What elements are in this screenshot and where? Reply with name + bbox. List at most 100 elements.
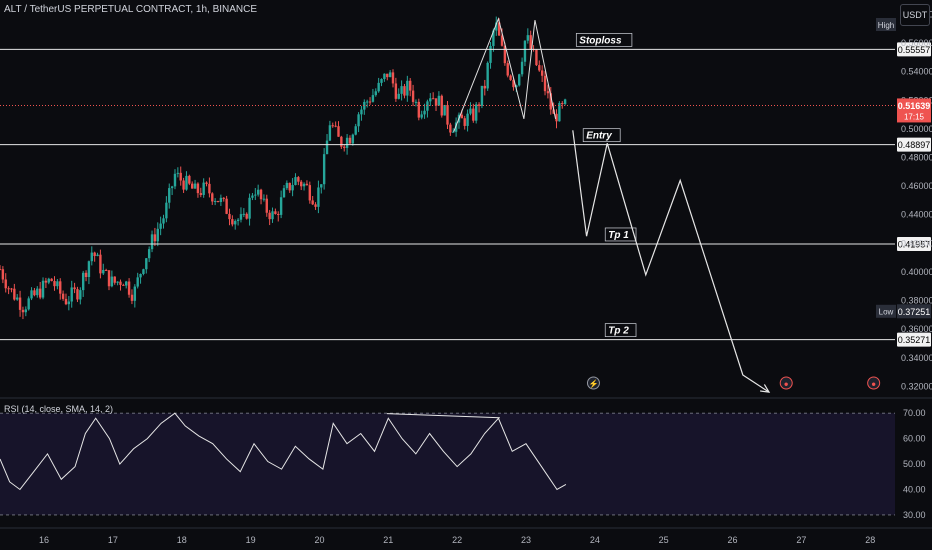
candle-body [190, 183, 194, 189]
candle-body [193, 183, 197, 189]
time-tick-label: 26 [728, 535, 738, 545]
flag-event-icon-glyph: ● [871, 380, 876, 389]
candle-body [53, 281, 56, 287]
rsi-pane [0, 397, 932, 516]
price-tick-label: 0.32000 [901, 381, 932, 391]
axis-tag-tp2: 0.35271 [897, 332, 931, 347]
candle-body [443, 105, 446, 116]
price-tick-label: 0.36000 [901, 324, 932, 334]
level-label-text: Entry [586, 131, 612, 142]
candle-body [130, 294, 134, 301]
candle-body [96, 254, 99, 257]
candle-body [477, 104, 481, 106]
candle-body [426, 101, 429, 111]
rsi-tick-label: 50.00 [903, 459, 926, 469]
candle-body [434, 98, 438, 106]
candle-body [348, 137, 352, 144]
low-value-box [897, 304, 931, 319]
level-label-box [604, 323, 637, 337]
candle-body [343, 146, 346, 148]
rsi-tick-label: 60.00 [903, 434, 926, 444]
candle-body [90, 252, 93, 262]
candle-body [170, 186, 174, 189]
candle-body [480, 85, 484, 106]
flag-event-icon: ● [779, 376, 793, 390]
candle-body [188, 175, 191, 184]
candle-body [526, 35, 530, 41]
candle-body [165, 202, 168, 219]
candle-body [84, 272, 88, 277]
candle-body [460, 114, 464, 119]
projection-arrowhead [760, 384, 771, 393]
currency-button[interactable]: USDT [900, 4, 930, 26]
candle-body [1, 269, 5, 280]
candle-body [512, 79, 515, 88]
candle-body [351, 134, 355, 144]
price-tick-label: 0.44000 [901, 210, 932, 220]
candle-body [127, 281, 131, 295]
candle-body [431, 98, 435, 100]
candle-body [242, 213, 246, 215]
candle-body [452, 131, 455, 133]
countdown-value: 17:15 [904, 112, 925, 121]
candle-body [322, 154, 326, 185]
candle-body [518, 74, 521, 86]
candle-body [162, 218, 165, 224]
price-tick-label: 0.42000 [901, 238, 932, 248]
candle-body [47, 278, 50, 283]
candle-body [61, 293, 65, 299]
current-price-value: 0.51639 [898, 101, 931, 111]
candle-body [147, 249, 151, 259]
candle-body [173, 173, 177, 187]
candle-body [543, 75, 547, 92]
candle-body [383, 73, 386, 80]
candle-body [354, 126, 357, 135]
candle-body [503, 45, 507, 64]
candle-body [30, 290, 33, 299]
candle-body [365, 101, 369, 103]
candle-body [394, 83, 398, 99]
time-axis: 16 17 18 19 20 21 22 23 24 25 26 27 28 [0, 527, 932, 545]
rsi-tick-label: 40.00 [903, 484, 926, 494]
candle-body [331, 125, 334, 127]
candle-body [119, 281, 122, 285]
level-label-box [575, 33, 633, 47]
lightning-event-icon-ring [586, 376, 600, 390]
candle-body [509, 75, 512, 80]
candle-body [76, 289, 79, 300]
candle-body [279, 197, 283, 215]
candle-body [400, 86, 403, 94]
low-tag: Low 0.37251 [876, 304, 931, 319]
candle-body [337, 126, 340, 137]
time-tick-label: 16 [39, 535, 49, 545]
candle-body [345, 137, 349, 148]
current-price-box [897, 98, 931, 123]
axis-tag-box [897, 236, 931, 251]
candle-body [469, 108, 472, 114]
candle-body [38, 288, 42, 298]
candle-body [271, 211, 274, 220]
candle-body [225, 198, 228, 214]
candle-body [325, 140, 329, 155]
rsi-title: RSI (14, close, SMA, 14, 2) [4, 404, 114, 414]
flag-event-icon-ring [779, 376, 793, 390]
candle-body [13, 288, 16, 300]
level-label-tp1: Tp 1 [604, 227, 637, 242]
pattern-zigzag [453, 17, 557, 132]
axis-tag-value: 0.55557 [898, 45, 931, 55]
candle-body [156, 228, 159, 242]
candle-body [449, 124, 452, 133]
time-tick-label: 25 [659, 535, 669, 545]
axis-tag-entry: 0.48897 [897, 137, 931, 152]
axis-tag-box [897, 42, 931, 57]
high-tag: High [876, 18, 896, 31]
candle-body [357, 114, 360, 127]
candle-body [277, 213, 280, 215]
candle-body [472, 108, 475, 121]
candle-body [363, 101, 366, 110]
candle-body [466, 113, 469, 126]
candle-body [125, 281, 128, 286]
candle-body [391, 72, 395, 84]
candle-body [168, 188, 171, 203]
